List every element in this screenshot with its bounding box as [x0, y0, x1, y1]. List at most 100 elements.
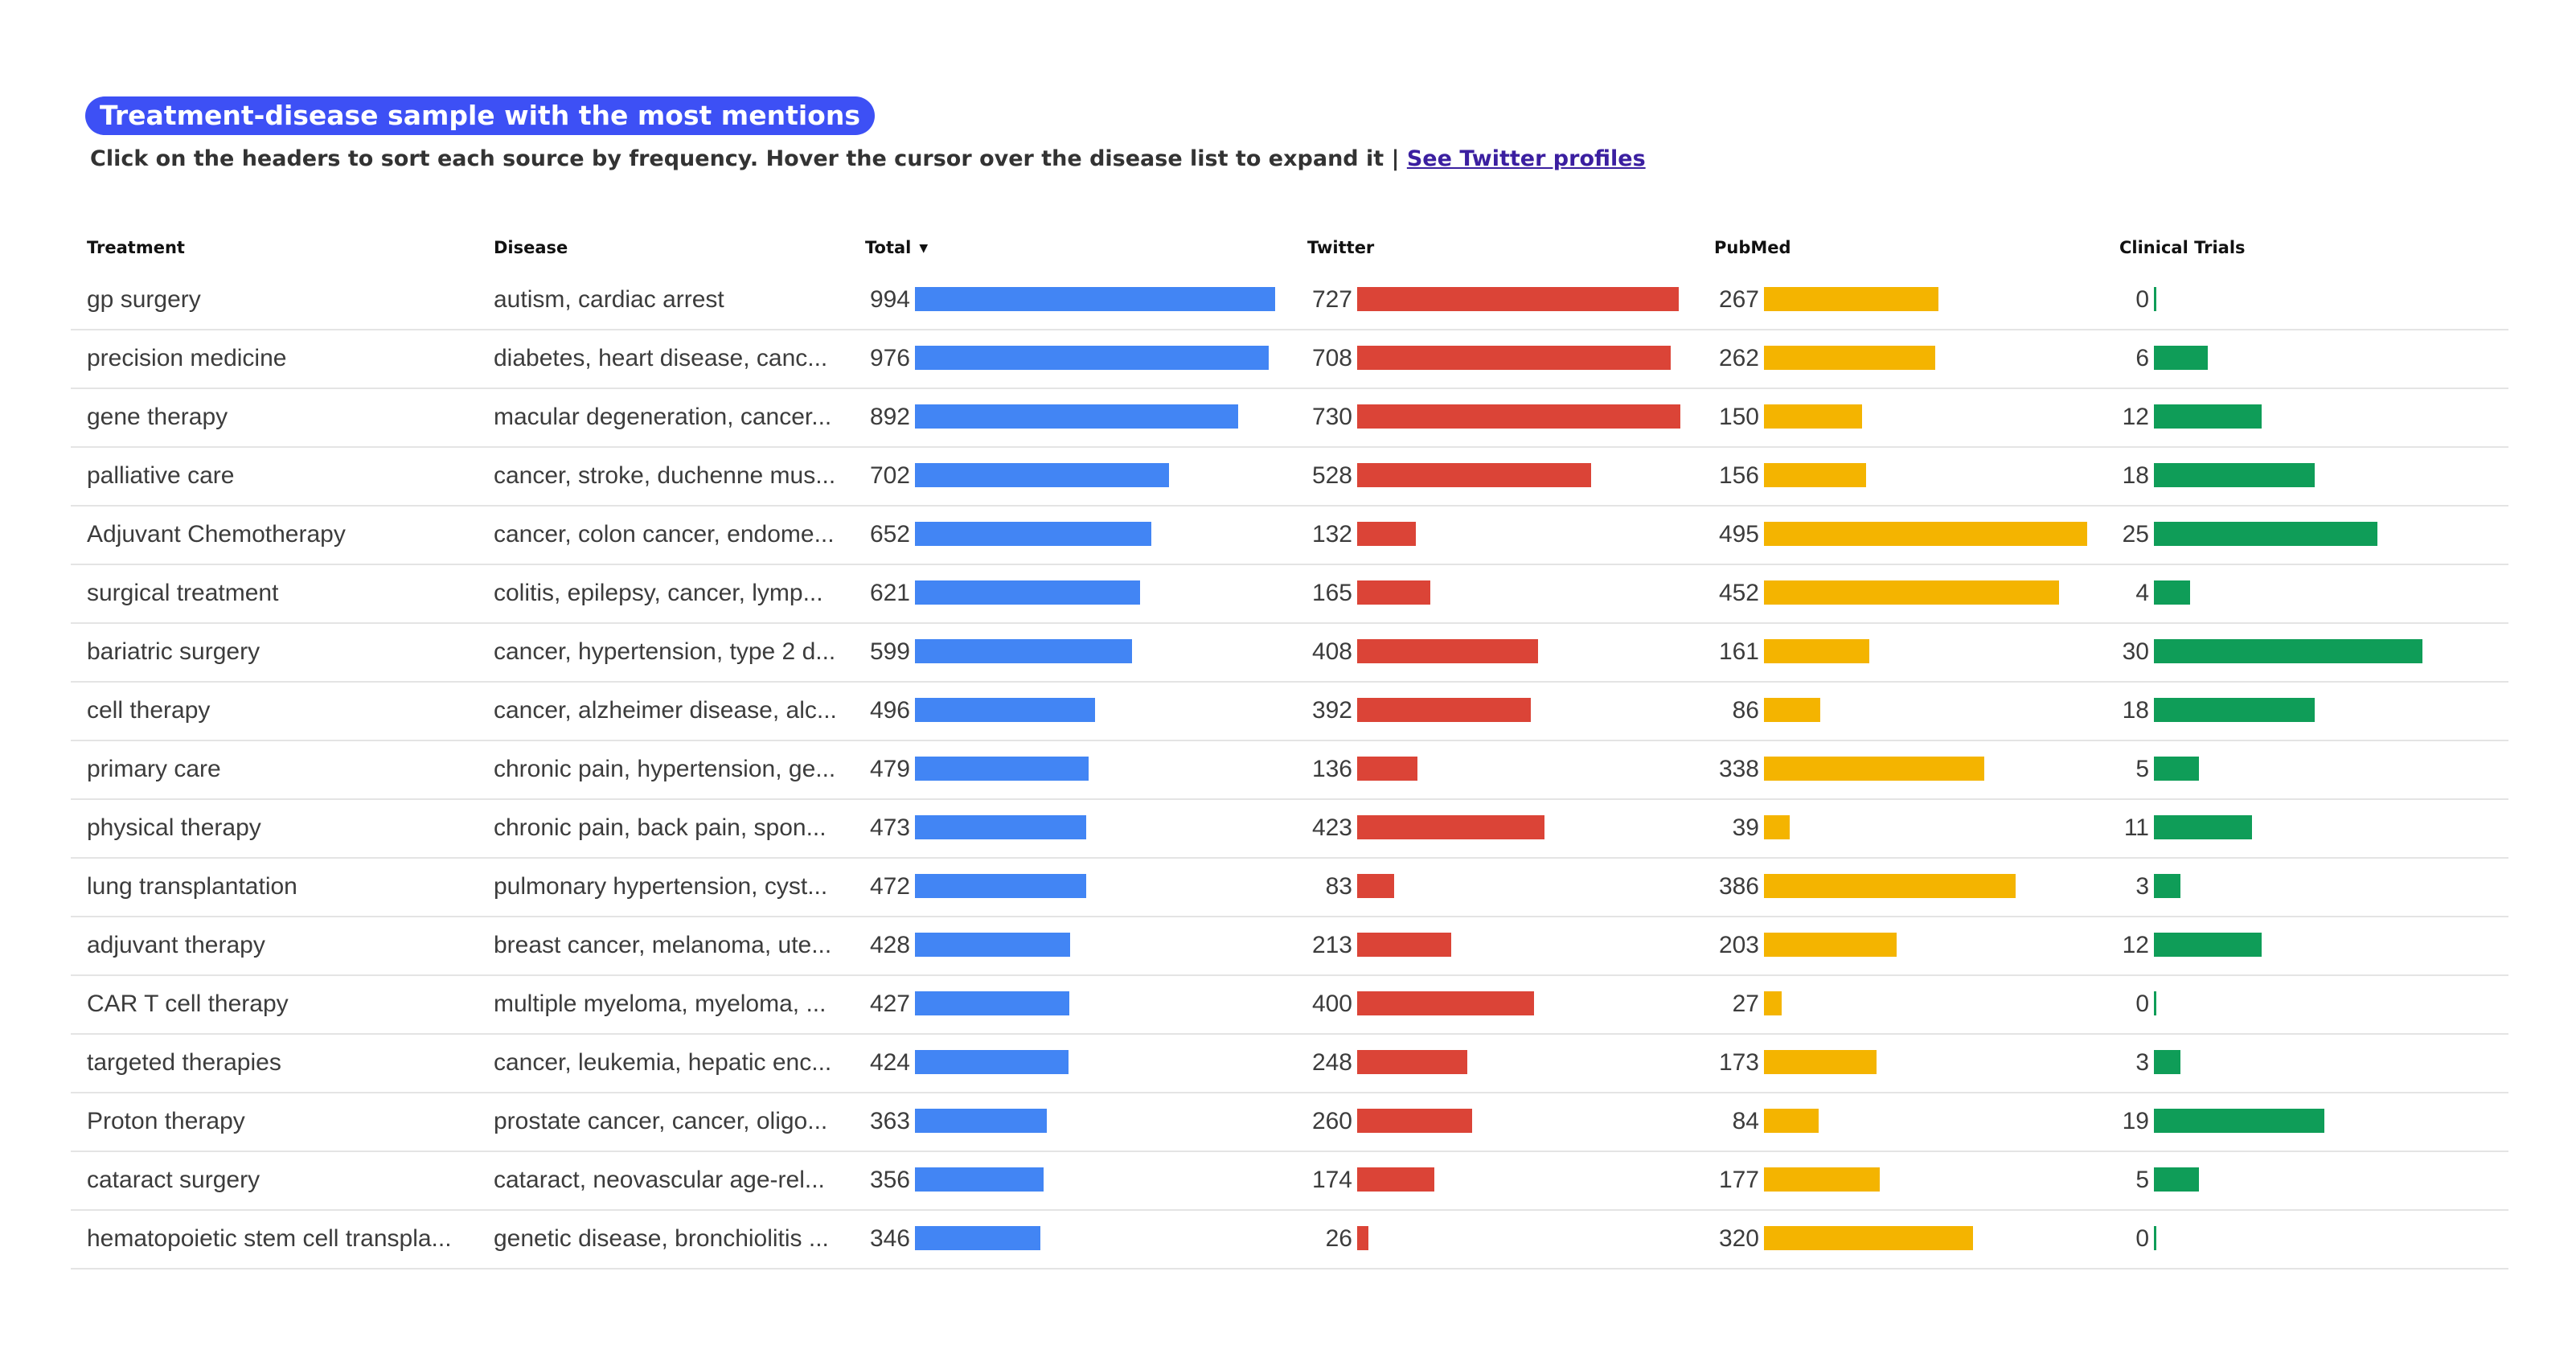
- clinical-bar: [2154, 991, 2156, 1015]
- clinical-value: 18: [2122, 697, 2149, 724]
- header-disease[interactable]: Disease: [494, 238, 568, 257]
- treatment-cell: physical therapy: [87, 814, 261, 841]
- total-bar: [915, 1109, 1047, 1133]
- clinical-value: 18: [2122, 462, 2149, 489]
- pubmed-value: 203: [1718, 932, 1759, 958]
- total-value: 479: [869, 756, 910, 782]
- total-value: 652: [869, 521, 910, 548]
- header-total[interactable]: Total ▼: [865, 238, 928, 257]
- twitter-bar: [1357, 522, 1416, 546]
- header-clinical-trials[interactable]: Clinical Trials: [2119, 238, 2246, 257]
- table-row[interactable]: Proton therapy prostate cancer, cancer, o…: [71, 1092, 2508, 1152]
- header-treatment[interactable]: Treatment: [87, 238, 185, 257]
- twitter-bar: [1357, 463, 1591, 487]
- disease-cell[interactable]: cataract, neovascular age-rel...: [494, 1167, 825, 1193]
- clinical-bar: [2154, 639, 2422, 663]
- disease-cell[interactable]: macular degeneration, cancer...: [494, 404, 832, 430]
- table-row[interactable]: gene therapy macular degeneration, cancer…: [71, 388, 2508, 448]
- disease-cell[interactable]: pulmonary hypertension, cyst...: [494, 873, 828, 900]
- header-pubmed[interactable]: PubMed: [1714, 238, 1791, 257]
- disease-cell[interactable]: diabetes, heart disease, canc...: [494, 345, 828, 371]
- clinical-bar: [2154, 580, 2190, 605]
- disease-cell[interactable]: chronic pain, back pain, spon...: [494, 814, 827, 841]
- table-row[interactable]: palliative care cancer, stroke, duchenne …: [71, 446, 2508, 507]
- table-row[interactable]: bariatric surgery cancer, hypertension, t…: [71, 622, 2508, 683]
- total-bar: [915, 815, 1087, 839]
- total-bar: [915, 874, 1086, 898]
- total-value: 702: [869, 462, 910, 489]
- disease-cell[interactable]: cancer, colon cancer, endome...: [494, 521, 835, 548]
- disease-cell[interactable]: cancer, hypertension, type 2 d...: [494, 638, 836, 665]
- total-bar: [915, 991, 1070, 1015]
- disease-cell[interactable]: genetic disease, bronchiolitis ...: [494, 1225, 829, 1252]
- total-value: 892: [869, 404, 910, 430]
- chart-title: Treatment-disease sample with the most m…: [85, 96, 875, 135]
- twitter-bar: [1357, 1226, 1369, 1250]
- table-row[interactable]: precision medicine diabetes, heart diseas…: [71, 329, 2508, 389]
- disease-cell[interactable]: cancer, stroke, duchenne mus...: [494, 462, 836, 489]
- clinical-bar: [2154, 404, 2262, 429]
- twitter-bar: [1357, 757, 1417, 781]
- disease-cell[interactable]: cancer, alzheimer disease, alc...: [494, 697, 837, 724]
- table-row[interactable]: CAR T cell therapy multiple myeloma, myel…: [71, 974, 2508, 1035]
- twitter-bar: [1357, 1109, 1473, 1133]
- clinical-value: 0: [2135, 286, 2149, 313]
- pubmed-bar: [1764, 463, 1866, 487]
- clinical-bar: [2154, 1109, 2324, 1133]
- total-bar: [915, 522, 1151, 546]
- pubmed-bar: [1764, 639, 1869, 663]
- clinical-value: 0: [2135, 1225, 2149, 1252]
- pubmed-value: 27: [1732, 991, 1759, 1017]
- pubmed-value: 84: [1732, 1108, 1759, 1134]
- table-row[interactable]: hematopoietic stem cell transpla... genet…: [71, 1209, 2508, 1270]
- total-value: 363: [869, 1108, 910, 1134]
- table-row[interactable]: adjuvant therapy breast cancer, melanoma,…: [71, 916, 2508, 976]
- pubmed-bar: [1764, 580, 2060, 605]
- table-row[interactable]: targeted therapies cancer, leukemia, hepa…: [71, 1033, 2508, 1093]
- disease-cell[interactable]: multiple myeloma, myeloma, ...: [494, 991, 827, 1017]
- disease-cell[interactable]: prostate cancer, cancer, oligo...: [494, 1108, 828, 1134]
- treatment-cell: palliative care: [87, 462, 235, 489]
- twitter-bar: [1357, 815, 1544, 839]
- table-row[interactable]: primary care chronic pain, hypertension, …: [71, 740, 2508, 800]
- table-row[interactable]: cell therapy cancer, alzheimer disease, a…: [71, 681, 2508, 741]
- clinical-bar: [2154, 874, 2181, 898]
- table-row[interactable]: Adjuvant Chemotherapy cancer, colon cance…: [71, 505, 2508, 565]
- disease-cell[interactable]: breast cancer, melanoma, ute...: [494, 932, 832, 958]
- twitter-value: 136: [1311, 756, 1352, 782]
- table-row[interactable]: gp surgery autism, cardiac arrest 994 727 26…: [71, 270, 2508, 330]
- pubmed-value: 150: [1718, 404, 1759, 430]
- treatment-cell: primary care: [87, 756, 221, 782]
- header-twitter[interactable]: Twitter: [1307, 238, 1375, 257]
- pubmed-bar: [1764, 404, 1862, 429]
- total-value: 346: [869, 1225, 910, 1252]
- twitter-value: 727: [1311, 286, 1352, 313]
- table-row[interactable]: physical therapy chronic pain, back pain,…: [71, 798, 2508, 859]
- total-value: 621: [869, 580, 910, 606]
- table-row[interactable]: cataract surgery cataract, neovascular ag…: [71, 1151, 2508, 1211]
- clinical-value: 3: [2135, 873, 2149, 900]
- clinical-bar: [2154, 757, 2199, 781]
- total-bar: [915, 757, 1089, 781]
- table-row[interactable]: lung transplantation pulmonary hypertensi…: [71, 857, 2508, 917]
- total-bar: [915, 639, 1132, 663]
- treatment-cell: bariatric surgery: [87, 638, 260, 665]
- treatment-cell: adjuvant therapy: [87, 932, 265, 958]
- disease-cell[interactable]: colitis, epilepsy, cancer, lymp...: [494, 580, 823, 606]
- table-row[interactable]: surgical treatment colitis, epilepsy, can…: [71, 564, 2508, 624]
- disease-cell[interactable]: chronic pain, hypertension, ge...: [494, 756, 836, 782]
- disease-cell[interactable]: cancer, leukemia, hepatic enc...: [494, 1049, 832, 1076]
- total-bar: [915, 463, 1170, 487]
- total-value: 427: [869, 991, 910, 1017]
- twitter-value: 423: [1311, 814, 1352, 841]
- pubmed-bar: [1764, 933, 1897, 957]
- twitter-bar: [1357, 287, 1680, 311]
- subtitle-text: Click on the headers to sort each source…: [90, 146, 1400, 171]
- pubmed-bar: [1764, 815, 1790, 839]
- twitter-value: 392: [1311, 697, 1352, 724]
- disease-cell[interactable]: autism, cardiac arrest: [494, 286, 724, 313]
- total-bar: [915, 404, 1239, 429]
- total-bar: [915, 1226, 1040, 1250]
- twitter-profiles-link[interactable]: See Twitter profiles: [1406, 146, 1646, 171]
